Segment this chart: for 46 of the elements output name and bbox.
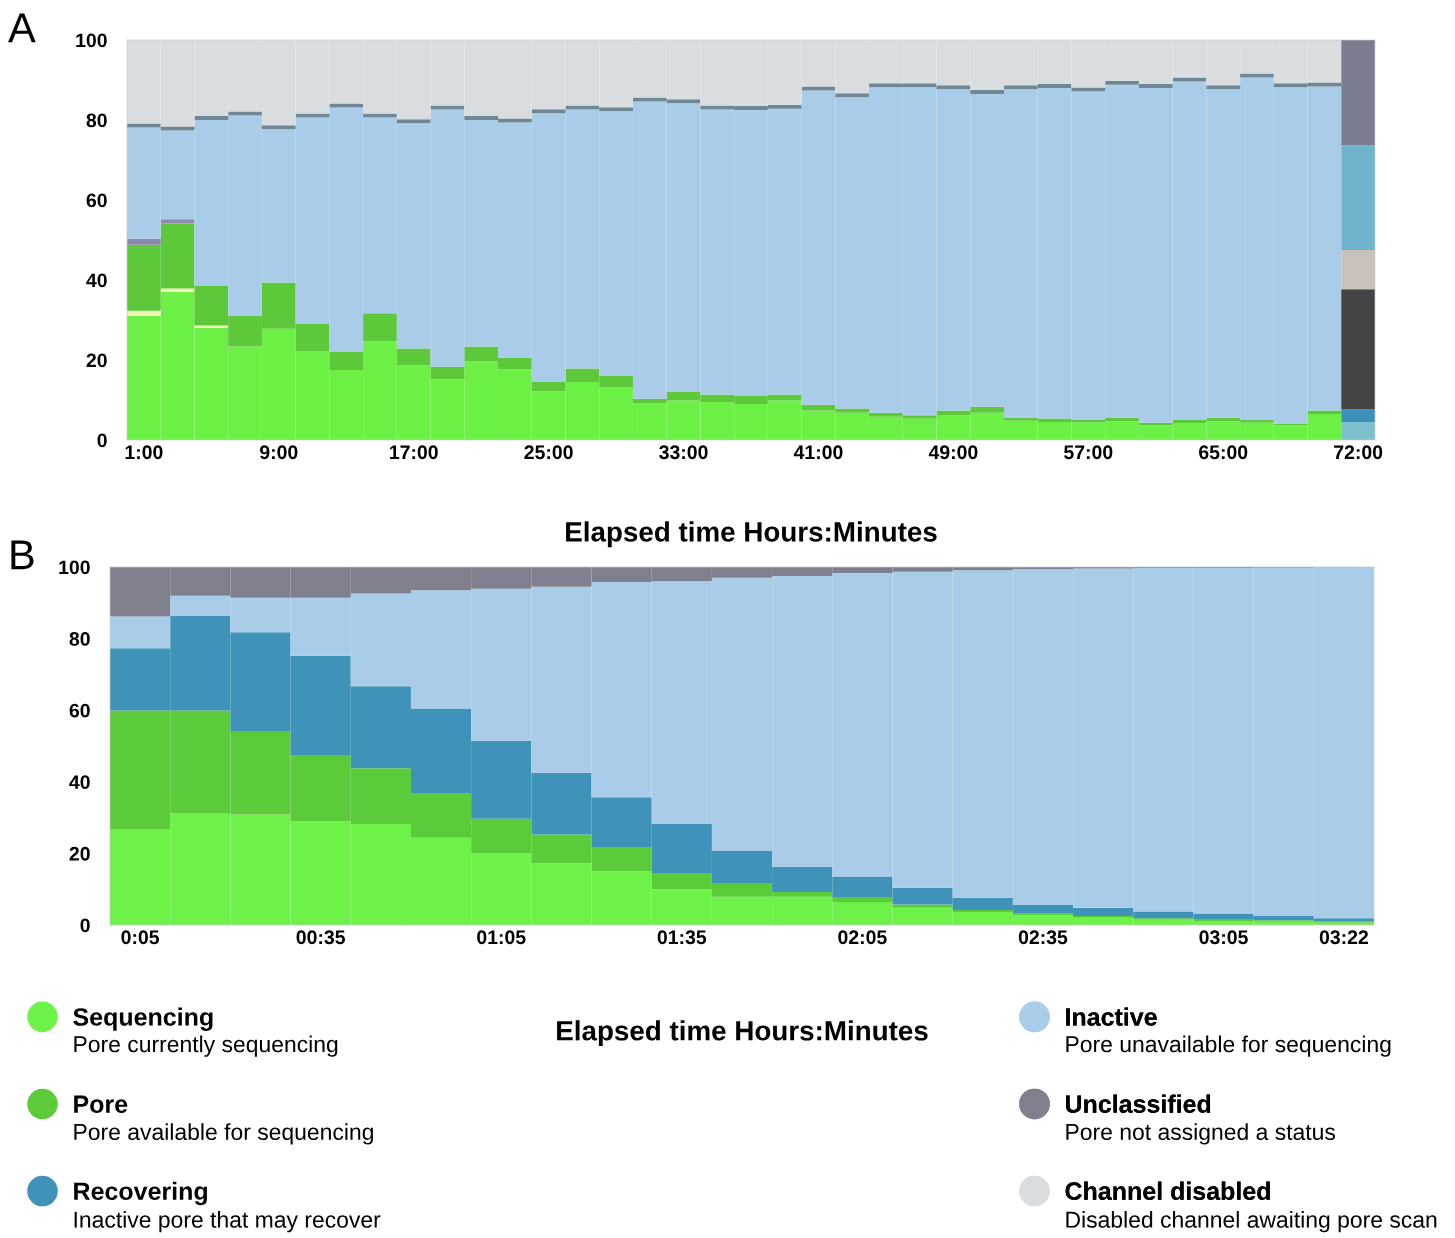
- x-tick-label: 0:05: [121, 930, 160, 945]
- legend-label: Pore: [74, 1095, 128, 1114]
- legend-label: Unclassified: [1066, 1094, 1211, 1113]
- y-tick-label: 60: [69, 703, 90, 718]
- x-axis-title: Elapsed time Hours:Minutes: [566, 521, 937, 548]
- legend-label: Channel disabled: [1065, 1181, 1270, 1200]
- legend-label: Inactive: [1066, 1007, 1157, 1026]
- y-tick-label: 40: [86, 273, 107, 288]
- x-tick-label: 01:05: [477, 930, 526, 945]
- y-tick-label: 100: [76, 33, 107, 48]
- y-tick-label: 0: [80, 918, 90, 933]
- legend-label: Recovering: [74, 1181, 207, 1206]
- y-tick-label: 40: [69, 775, 90, 790]
- x-tick-label: 57:00: [1064, 445, 1113, 460]
- y-tick-label: 20: [86, 353, 107, 368]
- y-tick-label: 100: [59, 560, 90, 575]
- text: Pore unavailable for sequencing: [1066, 1035, 1391, 1057]
- x-tick-label: 02:05: [838, 930, 887, 945]
- x-tick-label: 33:00: [659, 445, 708, 460]
- x-tick-label: 1:00: [125, 445, 163, 460]
- legend-label: Sequencing: [73, 1007, 213, 1031]
- text: Pore not assigned a status: [1066, 1123, 1336, 1145]
- text: B: [11, 540, 34, 570]
- x-tick-label: 17:00: [390, 445, 438, 460]
- x-tick-label: 65:00: [1199, 445, 1248, 460]
- text: Pore currently sequencing: [74, 1035, 338, 1057]
- y-tick-label: 80: [86, 113, 107, 128]
- x-tick-label: 03:22: [1319, 930, 1368, 945]
- x-tick-label: 9:00: [260, 445, 298, 460]
- x-tick-label: 25:00: [524, 445, 573, 460]
- text: Inactive pore that may recover: [74, 1211, 381, 1233]
- text: A: [8, 13, 36, 43]
- x-tick-label: 41:00: [793, 445, 843, 460]
- y-tick-label: 80: [69, 632, 90, 646]
- x-tick-label: 02:35: [1018, 930, 1068, 945]
- text: Disabled channel awaiting pore scan: [1066, 1211, 1437, 1233]
- x-tick-label: 49:00: [928, 445, 978, 460]
- text: Pore available for sequencing: [74, 1123, 373, 1145]
- x-axis-title: Elapsed time Hours:Minutes: [557, 1020, 928, 1047]
- x-tick-label: 01:35: [657, 930, 707, 945]
- x-tick-label: 72:00: [1334, 445, 1383, 460]
- x-tick-label: 03:05: [1199, 930, 1248, 945]
- y-tick-label: 60: [86, 193, 107, 208]
- y-tick-label: 20: [69, 846, 90, 861]
- y-tick-label: 0: [97, 433, 107, 448]
- x-tick-label: 00:35: [296, 930, 345, 945]
